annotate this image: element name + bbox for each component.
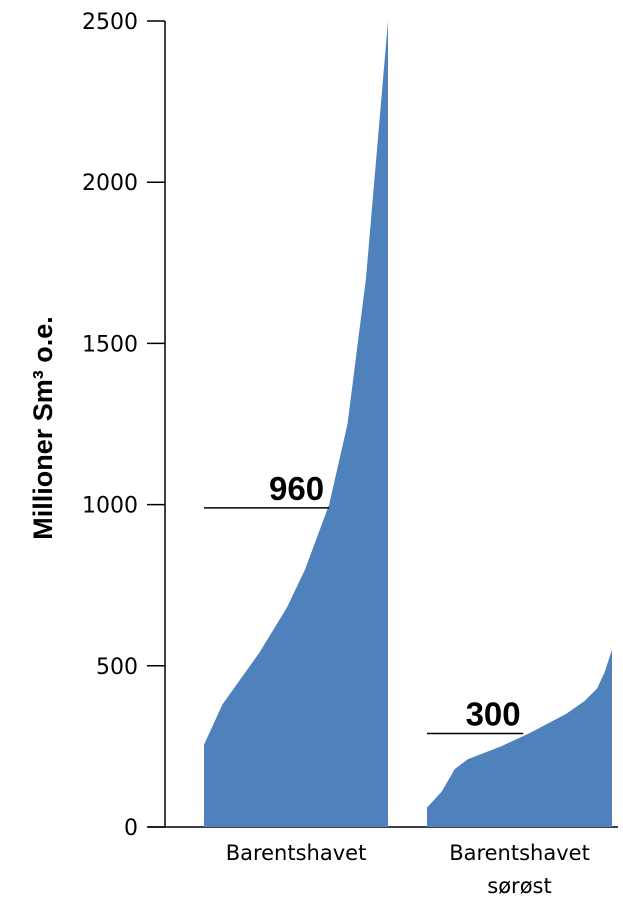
category-labels: Barentshavet Barentshavet sørøst (226, 841, 590, 898)
y-tick-label: 2000 (82, 171, 138, 196)
median-label: 960 (269, 470, 324, 507)
area-barentshavet-sorost (427, 649, 612, 827)
area-barentshavet (204, 21, 388, 827)
y-axis: 0 500 1000 1500 2000 2500 (82, 10, 618, 841)
y-tick-label: 500 (96, 655, 138, 680)
y-tick-label: 1500 (82, 332, 138, 357)
areas (204, 21, 612, 827)
median-label: 300 (466, 696, 521, 733)
category-label: Barentshavet (226, 841, 367, 865)
y-axis-label: Millioner Sm³ o.e. (28, 316, 58, 540)
median-markers: 960 300 (204, 470, 524, 735)
category-label: Barentshavet sørøst (449, 841, 590, 898)
y-tick-label: 0 (124, 816, 138, 841)
y-tick-label: 1000 (82, 494, 138, 519)
y-tick-label: 2500 (82, 10, 138, 35)
